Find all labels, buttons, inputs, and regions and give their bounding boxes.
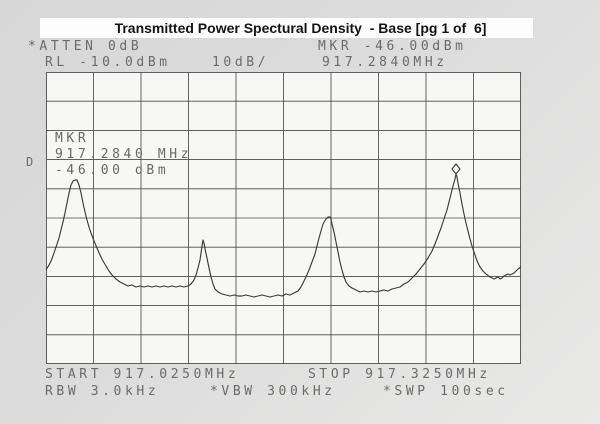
spectrum-plot: MKR 917.2840 MHz -46.00 dBm <box>46 72 521 364</box>
stop-frequency-readout: STOP 917.3250MHz <box>308 367 491 382</box>
scale-per-div-readout: 10dB/ <box>212 55 270 70</box>
start-frequency-readout: START 917.0250MHz <box>45 367 240 382</box>
marker-box-frequency: 917.2840 MHz <box>55 147 193 162</box>
trace-mode-label: D <box>26 155 34 169</box>
sweep-time-readout: *SWP 100sec <box>383 384 509 399</box>
marker-frequency-readout: 917.2840MHz <box>322 55 448 70</box>
plot-svg <box>46 72 521 364</box>
marker-box-label: MKR <box>55 131 90 146</box>
attenuation-readout: *ATTEN 0dB <box>28 39 143 54</box>
plot-grid <box>46 72 521 364</box>
spectrum-trace <box>46 173 521 298</box>
title-strip: Transmitted Power Spectural Density - Ba… <box>40 18 533 38</box>
marker-diamond-icon <box>451 163 461 175</box>
page-title: Transmitted Power Spectural Density - Ba… <box>114 20 487 36</box>
rbw-readout: RBW 3.0kHz <box>45 384 160 399</box>
marker-amplitude-readout: MKR -46.00dBm <box>318 39 467 54</box>
vbw-readout: *VBW 300kHz <box>210 384 336 399</box>
reference-level-readout: RL -10.0dBm <box>45 55 171 70</box>
marker-box-amplitude: -46.00 dBm <box>55 163 170 178</box>
